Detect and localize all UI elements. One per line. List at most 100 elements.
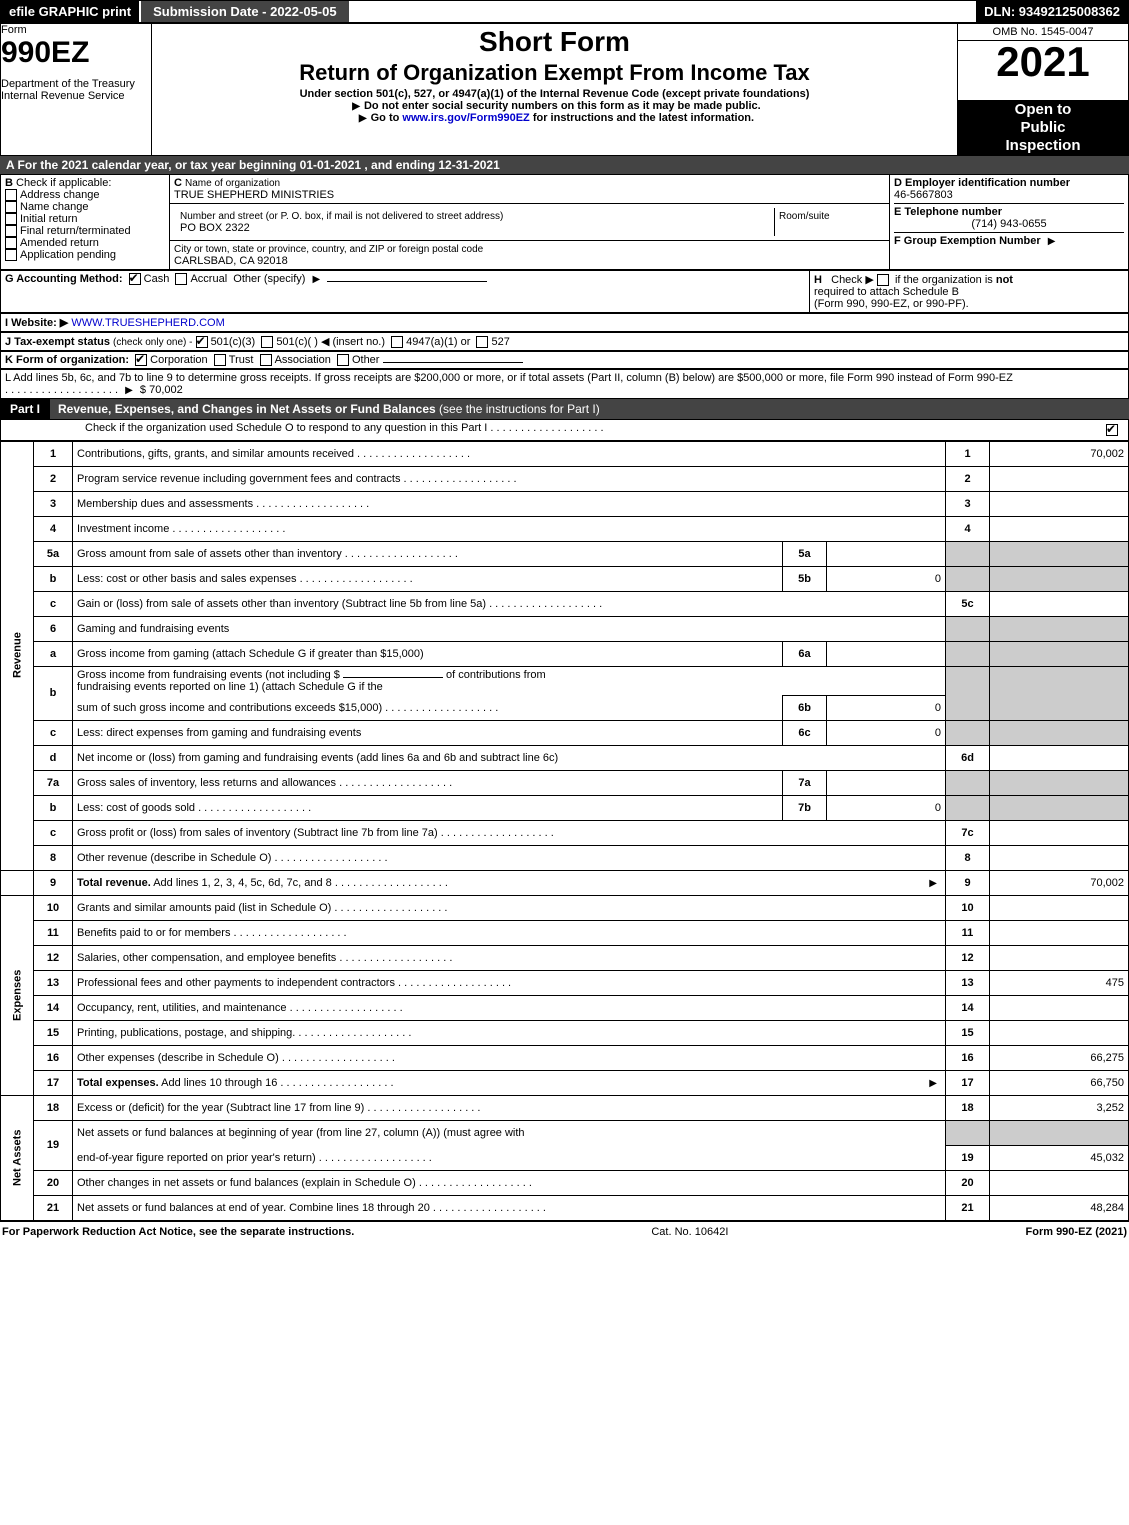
- line-val: [990, 845, 1129, 870]
- 4947a1-checkbox[interactable]: [391, 336, 403, 348]
- dots: [490, 422, 603, 434]
- h-label: H: [814, 274, 822, 286]
- h-checkbox[interactable]: [877, 274, 889, 286]
- footer-cat-no: Cat. No. 10642I: [354, 1226, 1025, 1238]
- open-to: Open to: [958, 101, 1128, 119]
- g-label: G Accounting Method:: [5, 273, 123, 285]
- application-pending-checkbox[interactable]: [5, 249, 17, 261]
- line-val: 48,284: [990, 1195, 1129, 1220]
- public: Public: [958, 119, 1128, 137]
- org-name-label: Name of organization: [185, 178, 280, 189]
- line-no: 8: [34, 845, 73, 870]
- line-col: 11: [946, 920, 990, 945]
- tax-year: 2021: [958, 41, 1128, 83]
- line-no: 21: [34, 1195, 73, 1220]
- final-return-label: Final return/terminated: [20, 225, 131, 237]
- 4947a1-label: 4947(a)(1) or: [406, 336, 470, 348]
- 501c-label: 501(c)( ): [276, 336, 318, 348]
- city-label: City or town, state or province, country…: [174, 244, 483, 255]
- line-desc: Other changes in net assets or fund bala…: [77, 1177, 416, 1189]
- 501c-checkbox[interactable]: [261, 336, 273, 348]
- top-bar: efile GRAPHIC print Submission Date - 20…: [0, 0, 1129, 23]
- 527-checkbox[interactable]: [476, 336, 488, 348]
- h-text4: (Form 990, 990-EZ, or 990-PF).: [814, 298, 969, 310]
- accrual-checkbox[interactable]: [175, 273, 187, 285]
- b-label: B: [5, 177, 13, 189]
- line-val: 66,750: [990, 1070, 1129, 1095]
- 501c3-checkbox[interactable]: [196, 336, 208, 348]
- line-val: 3,252: [990, 1095, 1129, 1120]
- line-col: 14: [946, 995, 990, 1020]
- corp-checkbox[interactable]: [135, 354, 147, 366]
- line-col: 6d: [946, 745, 990, 770]
- schedule-o-checkbox[interactable]: [1106, 424, 1118, 436]
- line-val: 475: [990, 970, 1129, 995]
- other-org-input[interactable]: [383, 362, 523, 363]
- assoc-checkbox[interactable]: [260, 354, 272, 366]
- expenses-vlabel: Expenses: [1, 895, 34, 1095]
- line-val: [990, 945, 1129, 970]
- amended-return-checkbox[interactable]: [5, 237, 17, 249]
- l6b-desc3: sum of such gross income and contributio…: [77, 702, 382, 714]
- address-change-checkbox[interactable]: [5, 189, 17, 201]
- line-val: [990, 995, 1129, 1020]
- part-i-check-text: Check if the organization used Schedule …: [85, 422, 487, 434]
- goto-pre: Go to: [371, 112, 403, 124]
- sub-label: 6c: [783, 720, 827, 745]
- h-not: not: [996, 274, 1013, 286]
- subtitle: Under section 501(c), 527, or 4947(a)(1)…: [152, 88, 957, 100]
- line-desc: Salaries, other compensation, and employ…: [77, 952, 336, 964]
- l6b-blank[interactable]: [343, 677, 443, 678]
- line-desc: Printing, publications, postage, and shi…: [77, 1027, 295, 1039]
- l-text: L Add lines 5b, 6c, and 7b to line 9 to …: [5, 372, 1013, 384]
- line-desc: Gross profit or (loss) from sales of inv…: [77, 827, 438, 839]
- l6b-pre: Gross income from fundraising events (no…: [77, 669, 340, 681]
- line-col: 4: [946, 516, 990, 541]
- final-return-checkbox[interactable]: [5, 225, 17, 237]
- sub-val: [827, 641, 946, 666]
- h-text3: required to attach Schedule B: [814, 286, 959, 298]
- line-no: b: [34, 566, 73, 591]
- line-no: 10: [34, 895, 73, 920]
- sub-val: 0: [827, 795, 946, 820]
- line-col: 5c: [946, 591, 990, 616]
- cash-checkbox[interactable]: [129, 273, 141, 285]
- part-i-header: Part I Revenue, Expenses, and Changes in…: [0, 399, 1129, 419]
- line-desc-bold: Total expenses.: [77, 1077, 159, 1089]
- cash-label: Cash: [144, 273, 170, 285]
- line-desc: Benefits paid to or for members: [77, 927, 230, 939]
- initial-return-checkbox[interactable]: [5, 213, 17, 225]
- line-col: 3: [946, 491, 990, 516]
- initial-return-label: Initial return: [20, 213, 77, 225]
- section-a: A For the 2021 calendar year, or tax yea…: [0, 156, 1129, 174]
- line-col: 20: [946, 1170, 990, 1195]
- efile-print-label[interactable]: efile GRAPHIC print: [1, 1, 139, 22]
- line-desc: Other revenue (describe in Schedule O): [77, 852, 271, 864]
- sub-val: [827, 770, 946, 795]
- other-specify-input[interactable]: [327, 281, 487, 282]
- footer-form-post: (2021): [1092, 1226, 1127, 1238]
- irs-label: Internal Revenue Service: [1, 90, 151, 102]
- phone-value: (714) 943-0655: [894, 218, 1124, 230]
- line-desc: Grants and similar amounts paid (list in…: [77, 902, 331, 914]
- page-footer: For Paperwork Reduction Act Notice, see …: [0, 1221, 1129, 1242]
- line-no: 5a: [34, 541, 73, 566]
- website-link[interactable]: WWW.TRUESHEPHERD.COM: [71, 317, 224, 329]
- line-no: 12: [34, 945, 73, 970]
- line-val: [990, 745, 1129, 770]
- line-desc2: Add lines 1, 2, 3, 4, 5c, 6d, 7c, and 8: [151, 877, 332, 889]
- room-label: Room/suite: [779, 211, 830, 222]
- h-check-pre: Check ▶: [831, 274, 874, 286]
- line-col: 10: [946, 895, 990, 920]
- other-org-checkbox[interactable]: [337, 354, 349, 366]
- part-i-lines: Revenue 1 Contributions, gifts, grants, …: [0, 441, 1129, 1221]
- j-label: J Tax-exempt status: [5, 336, 110, 348]
- line-col: 17: [946, 1070, 990, 1095]
- form-word: Form: [1, 24, 151, 36]
- trust-checkbox[interactable]: [214, 354, 226, 366]
- name-change-checkbox[interactable]: [5, 201, 17, 213]
- line-desc: Contributions, gifts, grants, and simila…: [77, 448, 354, 460]
- sub-val: 0: [827, 720, 946, 745]
- irs-link[interactable]: www.irs.gov/Form990EZ: [402, 112, 529, 124]
- line-desc: Gross sales of inventory, less returns a…: [77, 777, 336, 789]
